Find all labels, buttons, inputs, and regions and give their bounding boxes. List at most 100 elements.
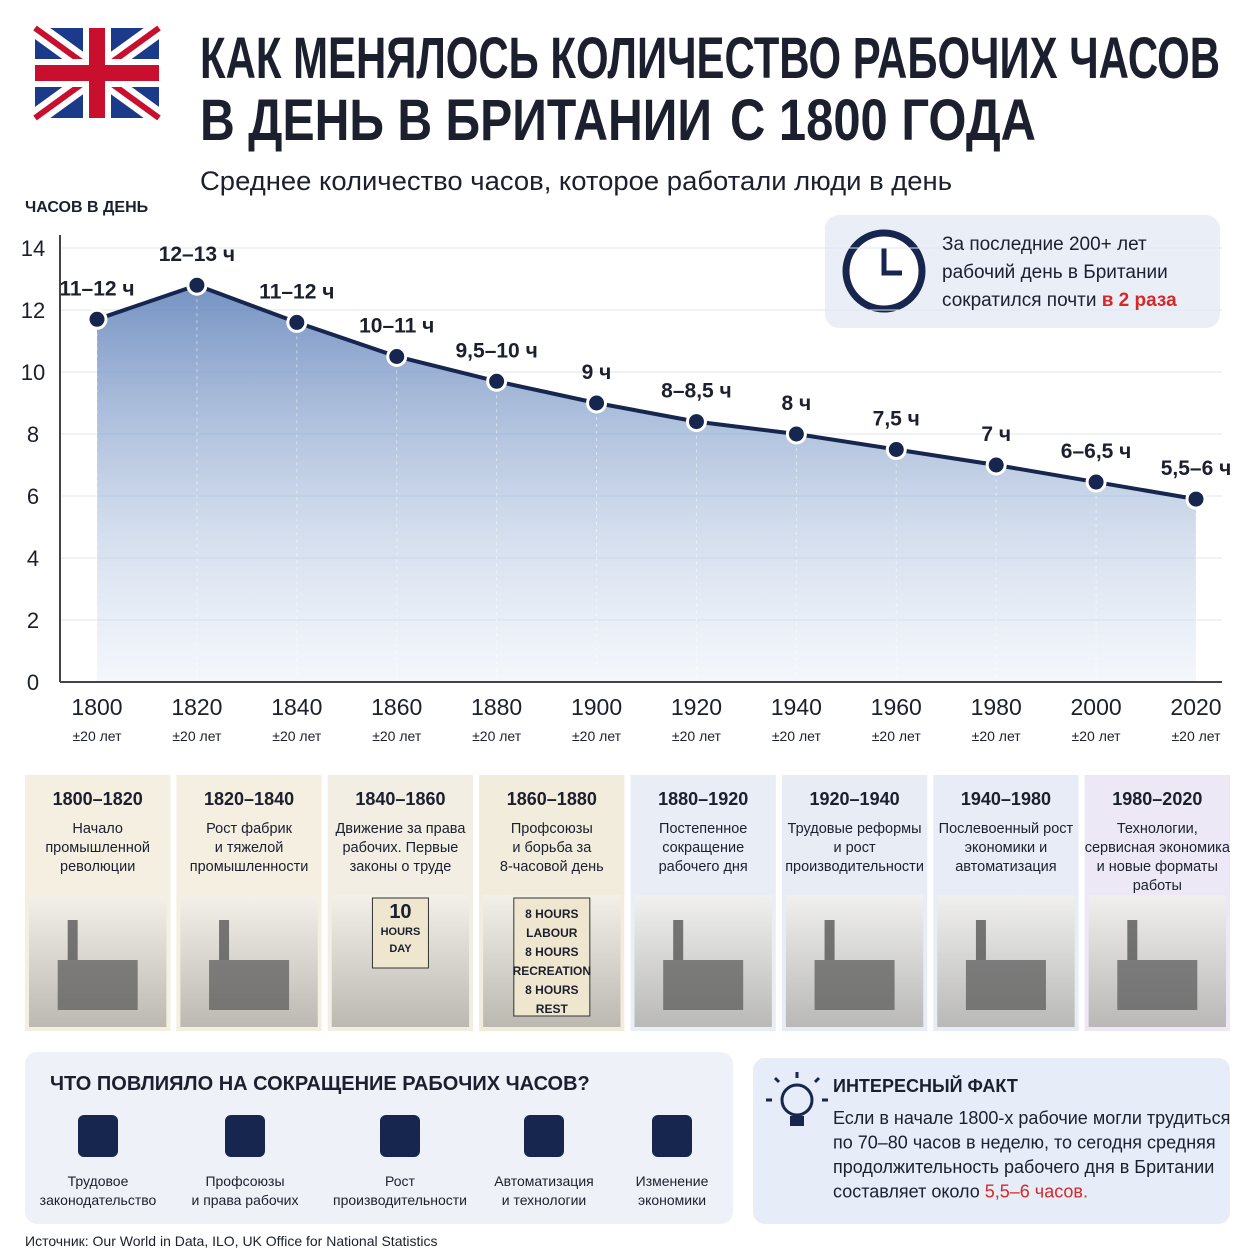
x-tick-note: ±20 лет [972,728,1022,744]
x-tick-label: 1860 [371,694,422,720]
x-tick-label: 1820 [171,694,222,720]
period-card: 1880–1920 Постепенное сокращение рабочего д… [630,775,776,1031]
factor-label: законодательство [40,1192,157,1208]
illustration-shape [219,920,230,960]
period-text: 8-часовой день [500,859,604,875]
title-line: КАК МЕНЯЛОСЬ КОЛИЧЕСТВО РАБОЧИХ ЧАСОВ [200,26,1220,91]
value-label: 7,5 ч [873,408,920,431]
period-text: промышленной [45,840,150,856]
callout-text: За последние 200+ лет [942,234,1147,255]
period-text: производительности [785,859,924,875]
factor-icon [652,1115,692,1157]
y-tick-label: 8 [27,422,39,447]
sign-text: 8 HOURS [525,907,578,921]
callout-highlight: в 2 раза [1102,290,1177,311]
factor-label: экономики [638,1192,706,1208]
illustration-shape [975,920,986,960]
x-tick-note: ±20 лет [772,728,822,744]
sign-text: RECREATION [513,964,591,978]
period-text: и рост [833,840,876,856]
period-text: законы о труде [350,859,452,875]
period-text: Движение за права [335,821,466,837]
period-card: 1840–1860 Движение за права рабочих. Первы… [327,775,474,1031]
period-text: Постепенное [659,821,747,837]
point [186,274,208,296]
value-label: 11–12 ч [259,280,334,303]
y-tick-label: 14 [21,236,45,261]
title-highlight: С 1800 ГОДА [730,88,1036,153]
fact-text: продолжительность рабочего дня в Британи… [833,1157,1214,1177]
bulb-icon [766,1072,828,1126]
point [586,392,608,414]
sign-text: DAY [389,943,412,955]
period-range: 1820–1840 [204,789,294,809]
factor-icon [225,1115,265,1157]
fact-line: составляет около [833,1182,980,1202]
illustration-shape [67,920,78,960]
period-text: Трудовые реформы [788,821,922,837]
period-text: и тяжелой [215,840,284,856]
period-text: Технологии, [1117,821,1198,837]
sign-text: 10 [389,901,411,923]
illustration-shape [824,920,835,960]
period-range: 1840–1860 [355,789,445,809]
x-tick-label: 1840 [271,694,322,720]
x-tick-label: 1960 [871,694,922,720]
period-range: 1920–1940 [810,789,900,809]
period-range: 1800–1820 [53,789,143,809]
x-tick-label: 1800 [71,694,122,720]
period-card: 1920–1940 Трудовые реформы и рост производи… [781,775,928,1031]
value-label: 6–6,5 ч [1061,440,1132,463]
x-tick-note: ±20 лет [372,728,422,744]
factor-icon [380,1115,420,1157]
x-tick-note: ±20 лет [1171,728,1221,744]
point [86,308,108,330]
factor-label: и права рабочих [191,1192,298,1208]
source: Источник: Our World in Data, ILO, UK Off… [25,1233,438,1249]
x-tick-label: 1980 [971,694,1022,720]
value-label: 12–13 ч [159,243,235,266]
value-label: 10–11 ч [359,315,434,338]
period-text: Рост фабрик [206,821,292,837]
x-tick-label: 1920 [671,694,722,720]
fact-box [753,1058,1230,1224]
period-text: Профсоюзы [511,821,593,837]
y-tick-label: 4 [27,546,39,571]
factor-label: и технологии [502,1192,587,1208]
period-text: рабочих. Первые [342,840,458,856]
x-tick-note: ±20 лет [872,728,922,744]
y-tick-label: 10 [21,360,45,385]
y-tick-label: 0 [27,670,39,695]
fact-title: ИНТЕРЕСНЫЙ ФАКТ [833,1075,1018,1096]
sign-text: REST [536,1002,569,1016]
period-text: сервисная экономика [1085,840,1231,856]
fact-text: по 70–80 часов в неделю, то сегодня сред… [833,1133,1216,1153]
x-tick-note: ±20 лет [1072,728,1122,744]
period-range: 1880–1920 [658,789,748,809]
period-range: 1940–1980 [961,789,1051,809]
subtitle: Среднее количество часов, которое работа… [200,166,952,196]
callout-box [825,215,1220,328]
area [97,285,1196,682]
point [885,439,907,460]
point [1085,471,1107,493]
period-text: промышленности [190,859,309,875]
period-text: и борьба за [512,840,592,856]
period-text: Начало [72,821,123,837]
value-label: 7 ч [981,423,1011,446]
factor-label: Трудовое [68,1173,129,1189]
y-axis-label: ЧАСОВ В ДЕНЬ [25,199,148,216]
period-card: 1980–2020 Технологии, сервисная экономика и… [1084,775,1231,1031]
fact-text: составляет около 5,5–6 часов. [833,1182,1088,1202]
value-label: 11–12 ч [59,277,134,300]
illustration-shape [663,960,744,1010]
x-tick-note: ±20 лет [672,728,722,744]
callout-line: За последние 200+ лет [942,234,1147,255]
point [386,346,408,367]
x-tick-note: ±20 лет [472,728,522,744]
period-text: революции [60,859,135,875]
callout-text: сократился почти в 2 раза [942,290,1177,311]
value-label: 9,5–10 ч [456,339,538,362]
period-text: и новые форматы [1097,859,1218,875]
fact-highlight: 5,5–6 часов. [985,1182,1088,1202]
